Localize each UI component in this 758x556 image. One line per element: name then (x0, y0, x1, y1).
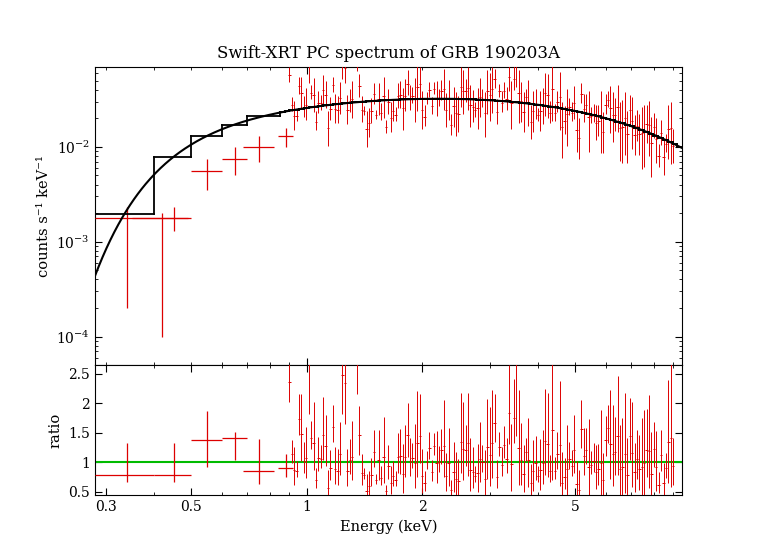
Title: Swift-XRT PC spectrum of GRB 190203A: Swift-XRT PC spectrum of GRB 190203A (217, 46, 560, 62)
Y-axis label: counts s⁻¹ keV⁻¹: counts s⁻¹ keV⁻¹ (36, 155, 51, 277)
Y-axis label: ratio: ratio (49, 413, 62, 448)
X-axis label: Energy (keV): Energy (keV) (340, 519, 437, 534)
